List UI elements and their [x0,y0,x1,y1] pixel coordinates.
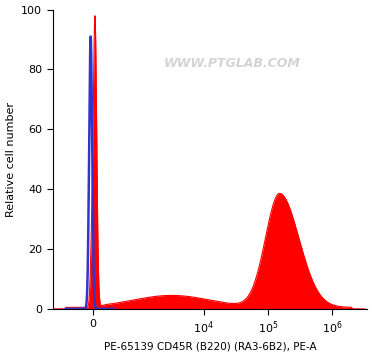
Y-axis label: Relative cell number: Relative cell number [6,102,16,217]
X-axis label: PE-65139 CD45R (B220) (RA3-6B2), PE-A: PE-65139 CD45R (B220) (RA3-6B2), PE-A [104,341,316,351]
Text: WWW.PTGLAB.COM: WWW.PTGLAB.COM [164,57,301,70]
